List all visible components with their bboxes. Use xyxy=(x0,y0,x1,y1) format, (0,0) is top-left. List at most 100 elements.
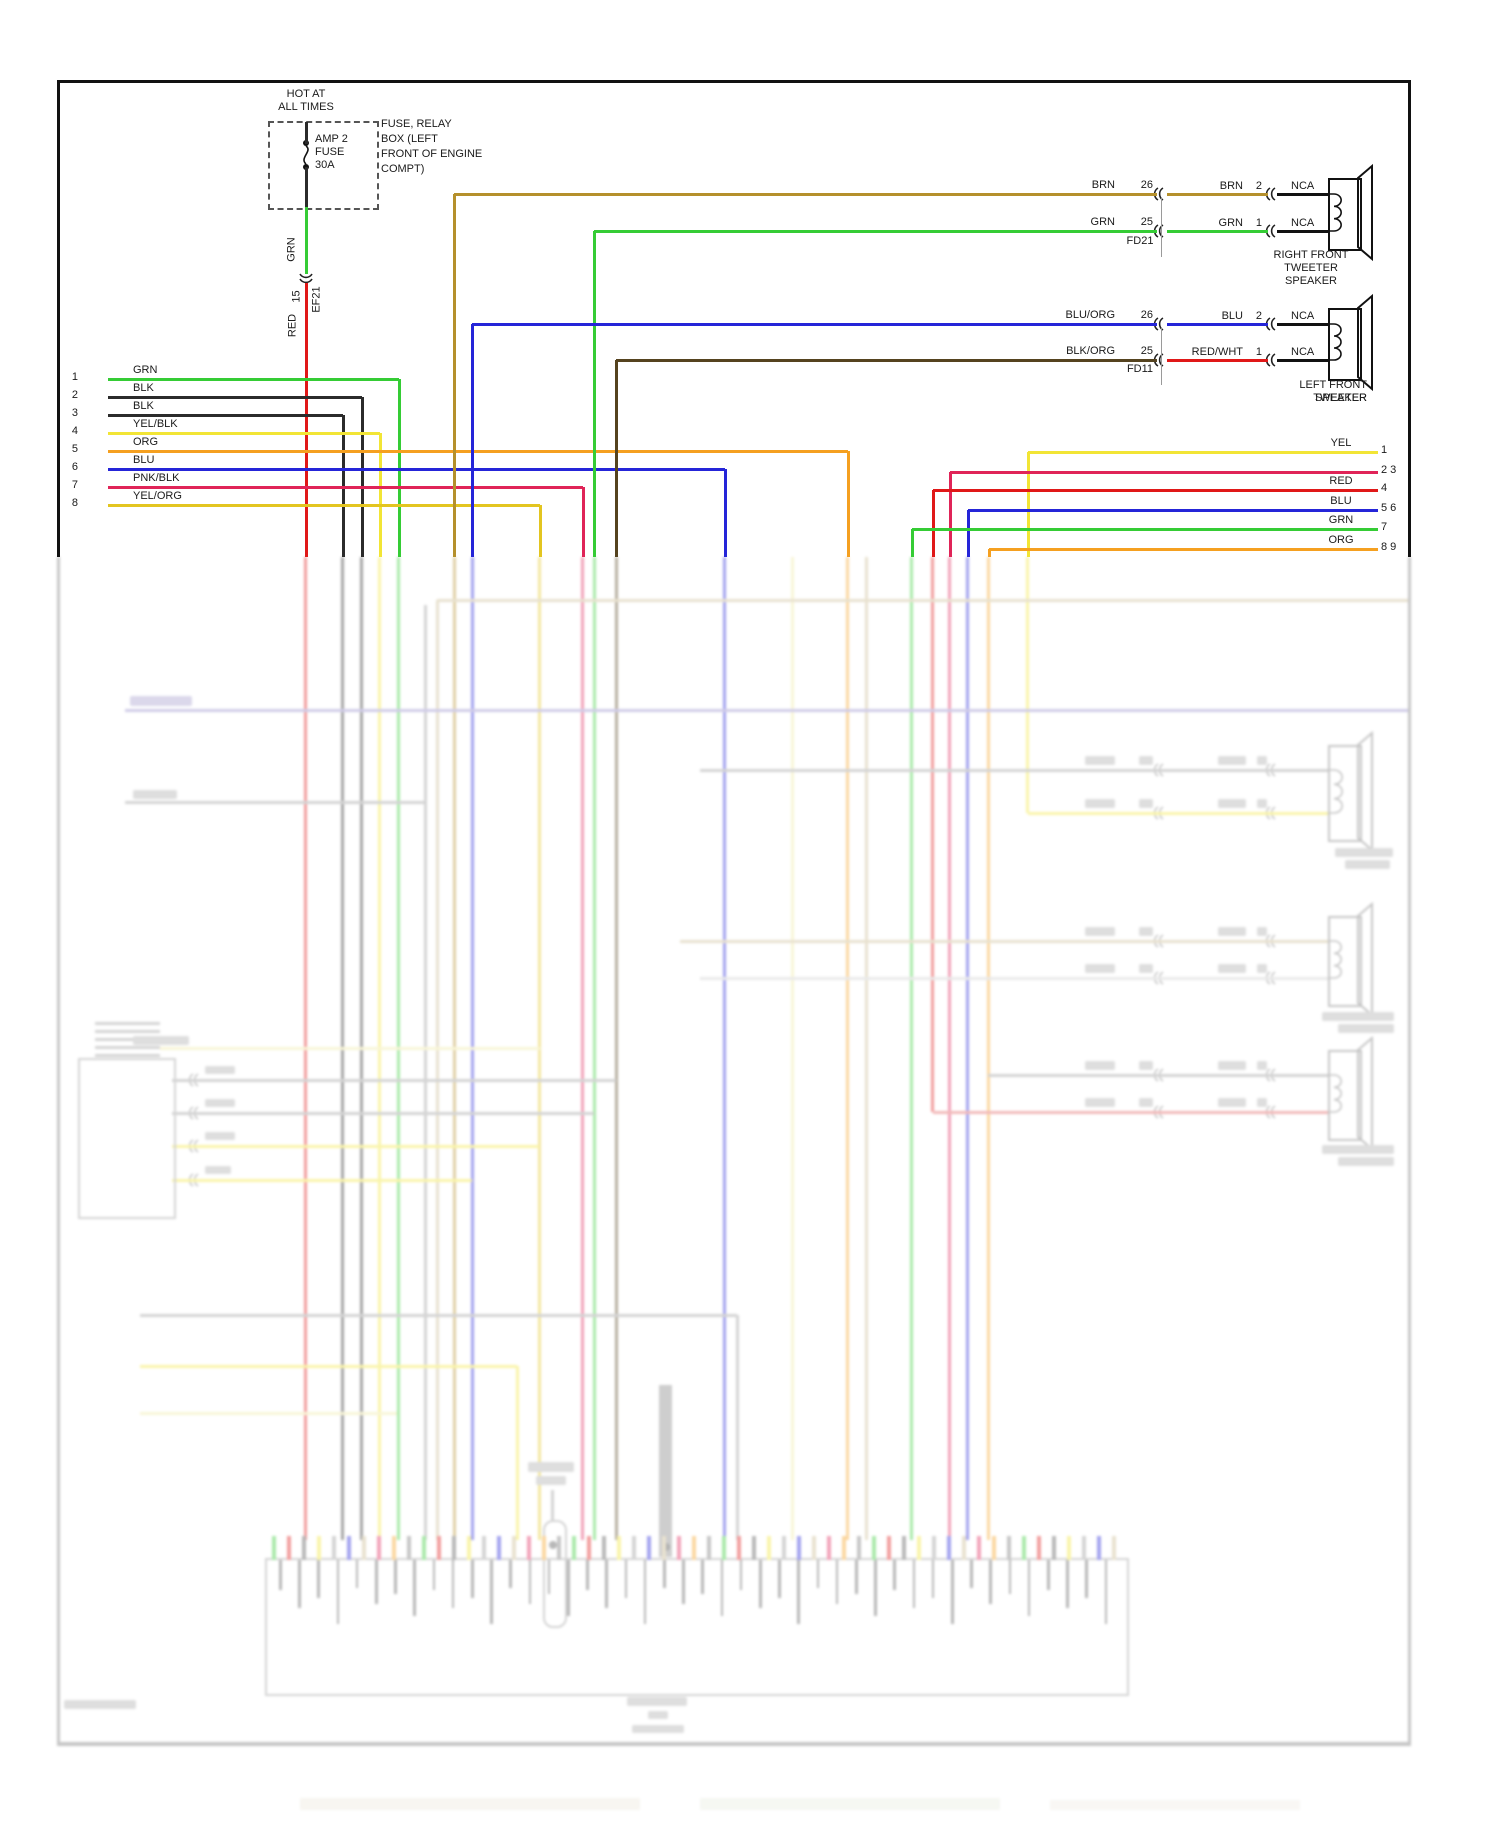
wire-stub xyxy=(947,1536,951,1560)
connector-arc-icon xyxy=(1158,317,1164,331)
wire-stub xyxy=(542,1536,546,1560)
wire-segment xyxy=(172,1111,594,1115)
component-cap xyxy=(95,1022,160,1058)
wire-stub xyxy=(992,1536,996,1560)
label-blob xyxy=(1322,1012,1394,1021)
connector-pin xyxy=(778,1560,781,1598)
wire-label: GRN xyxy=(1090,216,1115,228)
speaker-name: SPEAKER xyxy=(1315,392,1367,404)
connector-arc-icon xyxy=(188,1173,194,1187)
wire-segment xyxy=(933,1110,1330,1114)
wire-segment xyxy=(435,600,439,1540)
wire-stub xyxy=(347,1536,351,1560)
wire-segment xyxy=(172,1144,539,1148)
wire-segment xyxy=(947,557,951,1540)
wire-segment xyxy=(125,708,1408,712)
wire-stub xyxy=(1112,1536,1116,1560)
wire-stub xyxy=(737,1536,741,1560)
wire-stub xyxy=(932,1536,936,1560)
connector-pin xyxy=(355,1560,359,1588)
connector-arc-icon xyxy=(1153,763,1159,777)
connector-id: FD11 xyxy=(1126,363,1154,375)
power-wire xyxy=(305,283,308,557)
wire-stub xyxy=(812,1536,816,1560)
label-blob xyxy=(1338,1157,1394,1166)
label-blob xyxy=(1085,799,1115,808)
connector-link-line xyxy=(1161,327,1162,385)
wire-label: BLU xyxy=(1330,495,1352,507)
label-blob xyxy=(205,1099,235,1107)
wire-segment xyxy=(108,431,380,435)
wire-stub xyxy=(602,1536,606,1560)
wire-stub xyxy=(1082,1536,1086,1560)
connector-pin xyxy=(1104,1560,1108,1624)
wire-segment xyxy=(551,1490,554,1520)
label-blob xyxy=(205,1066,235,1074)
label-blob xyxy=(1345,860,1390,869)
label-blob xyxy=(1322,1145,1394,1154)
amplifier-connector-block xyxy=(265,1558,1129,1696)
wire-stub xyxy=(362,1536,366,1560)
wire-segment xyxy=(910,529,914,557)
connector-pin xyxy=(931,1560,935,1598)
wire-stub xyxy=(902,1536,906,1560)
wire-stub xyxy=(392,1536,396,1560)
fuse-box xyxy=(268,121,379,210)
diagram-border xyxy=(57,80,1411,83)
wire-stub xyxy=(677,1536,681,1560)
connector-arc-icon xyxy=(1270,353,1276,367)
pin-number: 4 xyxy=(71,425,78,437)
right-front-tweeter-speaker-icon-coil xyxy=(1329,193,1342,232)
pin-number: 1 xyxy=(71,371,78,383)
connector-arc-icon xyxy=(1153,934,1159,948)
wire-stub xyxy=(662,1536,666,1560)
connector-pin xyxy=(797,1560,800,1624)
connector-pin xyxy=(605,1560,608,1608)
wire-segment xyxy=(1167,229,1268,233)
speaker-icon-coil xyxy=(1329,769,1343,814)
label-blob xyxy=(1139,1061,1153,1070)
wire-segment xyxy=(108,413,343,417)
label-blob xyxy=(1257,756,1267,765)
nca-label: NCA xyxy=(1291,310,1315,322)
wire-segment xyxy=(965,557,969,1540)
wire-label: RED/WHT xyxy=(1191,346,1243,358)
diagram-border xyxy=(57,80,60,557)
connector-arc-icon xyxy=(1153,1105,1159,1119)
wire-segment xyxy=(437,598,1408,602)
wire-segment xyxy=(1277,322,1330,326)
connector-pin xyxy=(547,1560,551,1594)
wire-segment xyxy=(470,324,474,557)
diagram-border xyxy=(57,1742,1411,1746)
wire-label: ORG xyxy=(1328,534,1354,546)
wire-segment xyxy=(723,469,727,557)
label-blob xyxy=(133,1036,189,1045)
wire-segment xyxy=(125,1046,540,1050)
label-blob xyxy=(627,1697,687,1706)
connector-arc-icon xyxy=(1158,934,1164,948)
wire-stub xyxy=(707,1536,711,1560)
wire-segment xyxy=(108,449,848,453)
wire-segment xyxy=(1277,358,1330,362)
inline-fuse-icon xyxy=(543,1520,567,1628)
label-blob xyxy=(1085,927,1115,936)
wire-segment xyxy=(912,527,1378,531)
wire-stub xyxy=(692,1536,696,1560)
connector-pin xyxy=(1085,1560,1088,1598)
wire-stub xyxy=(482,1536,486,1560)
wire-segment xyxy=(790,557,794,1540)
nca-label: NCA xyxy=(1291,180,1315,192)
wire-stub xyxy=(842,1536,846,1560)
connector-arc-icon xyxy=(188,1106,194,1120)
wire-stub xyxy=(302,1536,306,1560)
label-blob xyxy=(632,1725,684,1733)
wire-segment xyxy=(1277,229,1330,233)
wire-segment xyxy=(359,557,363,1540)
label-blob xyxy=(1085,1061,1115,1070)
connector-pin xyxy=(298,1560,301,1608)
wire-segment xyxy=(594,229,1157,233)
connector-arc-icon xyxy=(1270,187,1276,201)
wire-segment xyxy=(988,1073,1330,1077)
label-blob xyxy=(1257,1098,1267,1107)
